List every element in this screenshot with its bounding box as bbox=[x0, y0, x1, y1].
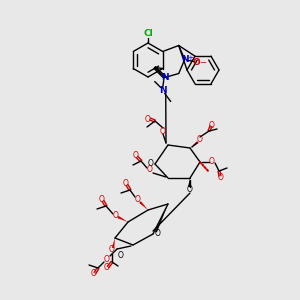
Text: O: O bbox=[209, 121, 215, 130]
Text: N: N bbox=[161, 73, 169, 82]
Text: O: O bbox=[123, 179, 129, 188]
Text: O: O bbox=[91, 269, 97, 278]
Text: O: O bbox=[99, 196, 105, 205]
Polygon shape bbox=[139, 201, 148, 210]
Text: +: + bbox=[187, 55, 193, 61]
Text: O: O bbox=[160, 127, 166, 136]
Text: O: O bbox=[135, 196, 141, 205]
Text: O: O bbox=[104, 254, 110, 263]
Text: N: N bbox=[159, 86, 166, 95]
Text: O: O bbox=[155, 230, 161, 238]
Text: O: O bbox=[187, 185, 193, 194]
Text: O: O bbox=[193, 58, 201, 67]
Text: O: O bbox=[145, 115, 151, 124]
Text: O: O bbox=[147, 166, 153, 175]
Text: O: O bbox=[209, 158, 215, 166]
Text: O: O bbox=[109, 245, 115, 254]
Polygon shape bbox=[112, 238, 115, 248]
Text: O: O bbox=[197, 136, 203, 145]
Polygon shape bbox=[117, 216, 128, 222]
Text: N: N bbox=[181, 55, 188, 64]
Polygon shape bbox=[190, 141, 199, 148]
Text: O: O bbox=[118, 250, 124, 260]
Text: O: O bbox=[148, 160, 154, 169]
Text: −: − bbox=[199, 58, 206, 67]
Text: O: O bbox=[218, 172, 224, 182]
Text: O: O bbox=[133, 152, 139, 160]
Text: O: O bbox=[104, 263, 110, 272]
Polygon shape bbox=[188, 178, 190, 187]
Text: Cl: Cl bbox=[143, 29, 153, 38]
Polygon shape bbox=[155, 204, 168, 233]
Text: O: O bbox=[113, 212, 119, 220]
